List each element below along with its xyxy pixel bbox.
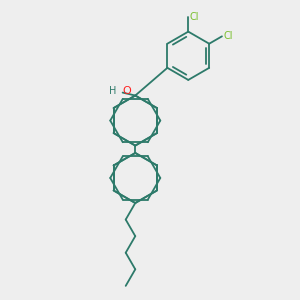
Text: Cl: Cl: [190, 12, 199, 22]
Text: O: O: [123, 86, 131, 96]
Text: H: H: [110, 86, 117, 96]
Text: Cl: Cl: [224, 31, 233, 41]
